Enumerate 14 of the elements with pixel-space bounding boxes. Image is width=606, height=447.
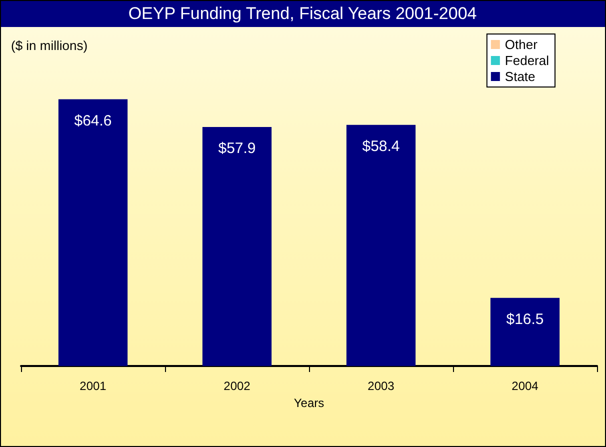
x-axis-title: Years	[294, 396, 324, 410]
x-tick-label: 2003	[368, 379, 395, 393]
legend-label: State	[504, 69, 536, 84]
chart-title: OEYP Funding Trend, Fiscal Years 2001-2004	[128, 4, 477, 23]
data-label: $58.4	[362, 138, 400, 155]
x-tick-label: 2002	[224, 379, 251, 393]
x-tick-label: 2001	[80, 379, 107, 393]
data-label: $57.9	[218, 140, 256, 157]
legend-label: Other	[504, 37, 538, 52]
data-label: $64.6	[74, 112, 112, 130]
legend-label: Federal	[504, 53, 550, 68]
text: ($ in millions)	[11, 38, 88, 53]
x-tick-label: 2004	[512, 379, 539, 393]
data-label: $16.5	[506, 310, 544, 328]
